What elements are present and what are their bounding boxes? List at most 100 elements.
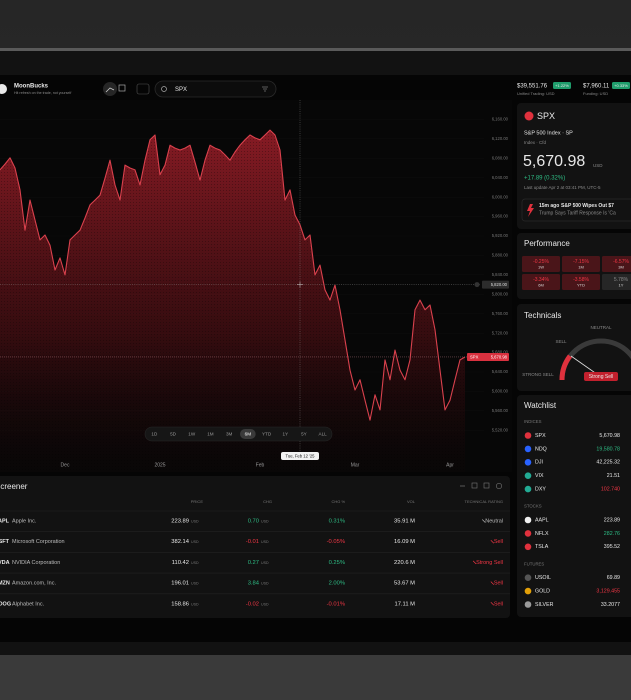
account-badge <box>612 82 630 89</box>
y-tick-label: 6,040.00 <box>492 175 509 180</box>
range-button[interactable]: 5D <box>170 432 177 437</box>
change-pct: 2.00% <box>329 581 345 587</box>
watch-symbol[interactable]: DXY <box>535 487 546 493</box>
range-selector: 1D 5D 1W 1M 3M 6M YTD 1Y 5Y ALL <box>144 426 333 442</box>
y-tick-label: 5,520.00 <box>492 427 509 432</box>
watch-symbol[interactable]: AAPL <box>535 517 549 523</box>
performance-value: -7.15% <box>573 259 589 265</box>
watch-symbol[interactable]: NFLX <box>535 531 549 537</box>
rating-arrow <box>482 519 486 523</box>
currency: USD <box>191 540 199 544</box>
watch-symbol[interactable]: VIX <box>535 473 544 479</box>
draw-tool[interactable] <box>103 82 117 96</box>
watch-symbol[interactable]: NDQ <box>535 446 547 452</box>
change-pct: 0.31% <box>329 519 345 525</box>
price-chart: 6,160.00 6,120.00 6,080.00 6,040.00 6,000.00… <box>0 100 512 472</box>
ticker[interactable]: MSFT <box>0 539 10 545</box>
range-button[interactable]: YTD <box>262 432 272 437</box>
watch-value: 19,580.78 <box>596 446 620 452</box>
range-button[interactable]: 1M <box>207 432 214 437</box>
news-card[interactable] <box>521 198 631 222</box>
watch-symbol[interactable]: GOLD <box>535 589 550 595</box>
news-headline: S&P 500 Wipes Out $7 <box>561 203 614 209</box>
change-pct: -0.05% <box>327 539 345 545</box>
watch-symbol[interactable]: TSLA <box>535 544 549 550</box>
quote-currency: USD <box>593 163 603 168</box>
x-axis: Dec 2025 Feb Mar Apr Tue, Feb 12 '25 <box>61 452 454 468</box>
range-button[interactable]: 6M <box>245 432 252 437</box>
symbol-icon <box>524 445 532 453</box>
rating: Sell <box>494 601 503 607</box>
symbol-icon <box>524 601 532 608</box>
range-button[interactable]: 3M <box>226 432 233 437</box>
ticker[interactable]: GOOG <box>0 601 11 607</box>
watch-symbol[interactable]: SPX <box>535 433 546 439</box>
performance-cell <box>602 274 631 290</box>
rating: Sell <box>494 539 503 545</box>
watchlist-section: INDICES <box>524 419 542 424</box>
performance-period: 1Y <box>619 283 624 288</box>
range-bar <box>144 426 333 442</box>
sidebar: $39,551.76 +1.22% Unified Trading: USD $… <box>517 82 631 617</box>
y-tick-label: 5,920.00 <box>492 233 509 238</box>
technicals-title: Technicals <box>524 311 561 320</box>
rating: Neutral <box>485 518 503 524</box>
symbol-icon <box>524 516 532 524</box>
watch-value: 102.740 <box>601 487 620 493</box>
range-button[interactable]: 5Y <box>301 432 307 437</box>
performance-period: 6M <box>538 283 544 288</box>
y-tick-label: 5,720.00 <box>492 330 509 335</box>
filter-icon[interactable] <box>262 86 268 92</box>
ticker[interactable]: AAPL <box>0 518 10 524</box>
range-button[interactable]: 1D <box>151 432 158 437</box>
watch-symbol[interactable]: SILVER <box>535 602 554 608</box>
rating-badge <box>584 372 618 381</box>
popout-icon[interactable] <box>471 482 478 489</box>
gauge-sell: SELL <box>555 339 567 344</box>
change: 0.70 <box>248 519 259 525</box>
layout-tool[interactable] <box>118 84 126 92</box>
settings-icon[interactable] <box>495 482 502 489</box>
column-header: TECHNICAL RATING <box>465 499 503 504</box>
ticker[interactable]: AMZN <box>0 581 10 587</box>
interval-tool[interactable] <box>136 83 150 95</box>
range-button[interactable]: 1W <box>188 432 196 437</box>
crosshair-plus[interactable] <box>474 282 480 288</box>
company: Alphabet Inc. <box>12 601 45 607</box>
x-tick-label: Dec <box>61 462 70 468</box>
expand-icon[interactable] <box>483 482 490 489</box>
account-label: Unified Trading: USD <box>517 91 555 96</box>
search-box[interactable] <box>154 80 277 98</box>
y-tick-label: 5,760.00 <box>492 311 509 316</box>
price: 196.01 <box>171 581 189 587</box>
watch-value: 223.89 <box>604 517 620 523</box>
y-tick-label: 6,000.00 <box>492 194 509 199</box>
quote-name: S&P 500 Index · SP <box>524 130 573 136</box>
news-icon <box>527 204 534 217</box>
watchlist-section: STOCKS <box>524 504 542 509</box>
performance-period: 3M <box>618 265 624 270</box>
quote-kind: Index · Cfd <box>524 140 547 145</box>
crosshair-date: Tue, Feb 12 '25 <box>285 453 315 458</box>
price-line <box>0 129 466 421</box>
gauge-neutral: NEUTRAL <box>590 325 612 330</box>
watch-symbol[interactable]: DJI <box>535 460 543 466</box>
ticker[interactable]: NVDA <box>0 560 10 566</box>
volume: 220.6 M <box>394 560 415 566</box>
app-name: MoonBucks <box>14 84 49 90</box>
quote-symbol: SPX <box>537 111 555 121</box>
range-button[interactable]: ALL <box>319 432 328 437</box>
price: 223.89 <box>171 519 189 525</box>
volume: 16.09 M <box>394 539 415 545</box>
price: 110.42 <box>172 560 189 566</box>
y-tick-label: 5,880.00 <box>492 253 509 258</box>
account-amount: $7,960.11 <box>583 84 610 90</box>
symbol-icon <box>524 111 534 121</box>
range-button[interactable]: 1Y <box>282 432 288 437</box>
app-tagline: Hit refresh on the trade, not yourself <box>14 91 71 95</box>
watchlist-section: FUTURES <box>524 561 544 566</box>
watch-value: 3,129.455 <box>596 589 620 595</box>
watch-symbol[interactable]: USOIL <box>535 575 551 581</box>
